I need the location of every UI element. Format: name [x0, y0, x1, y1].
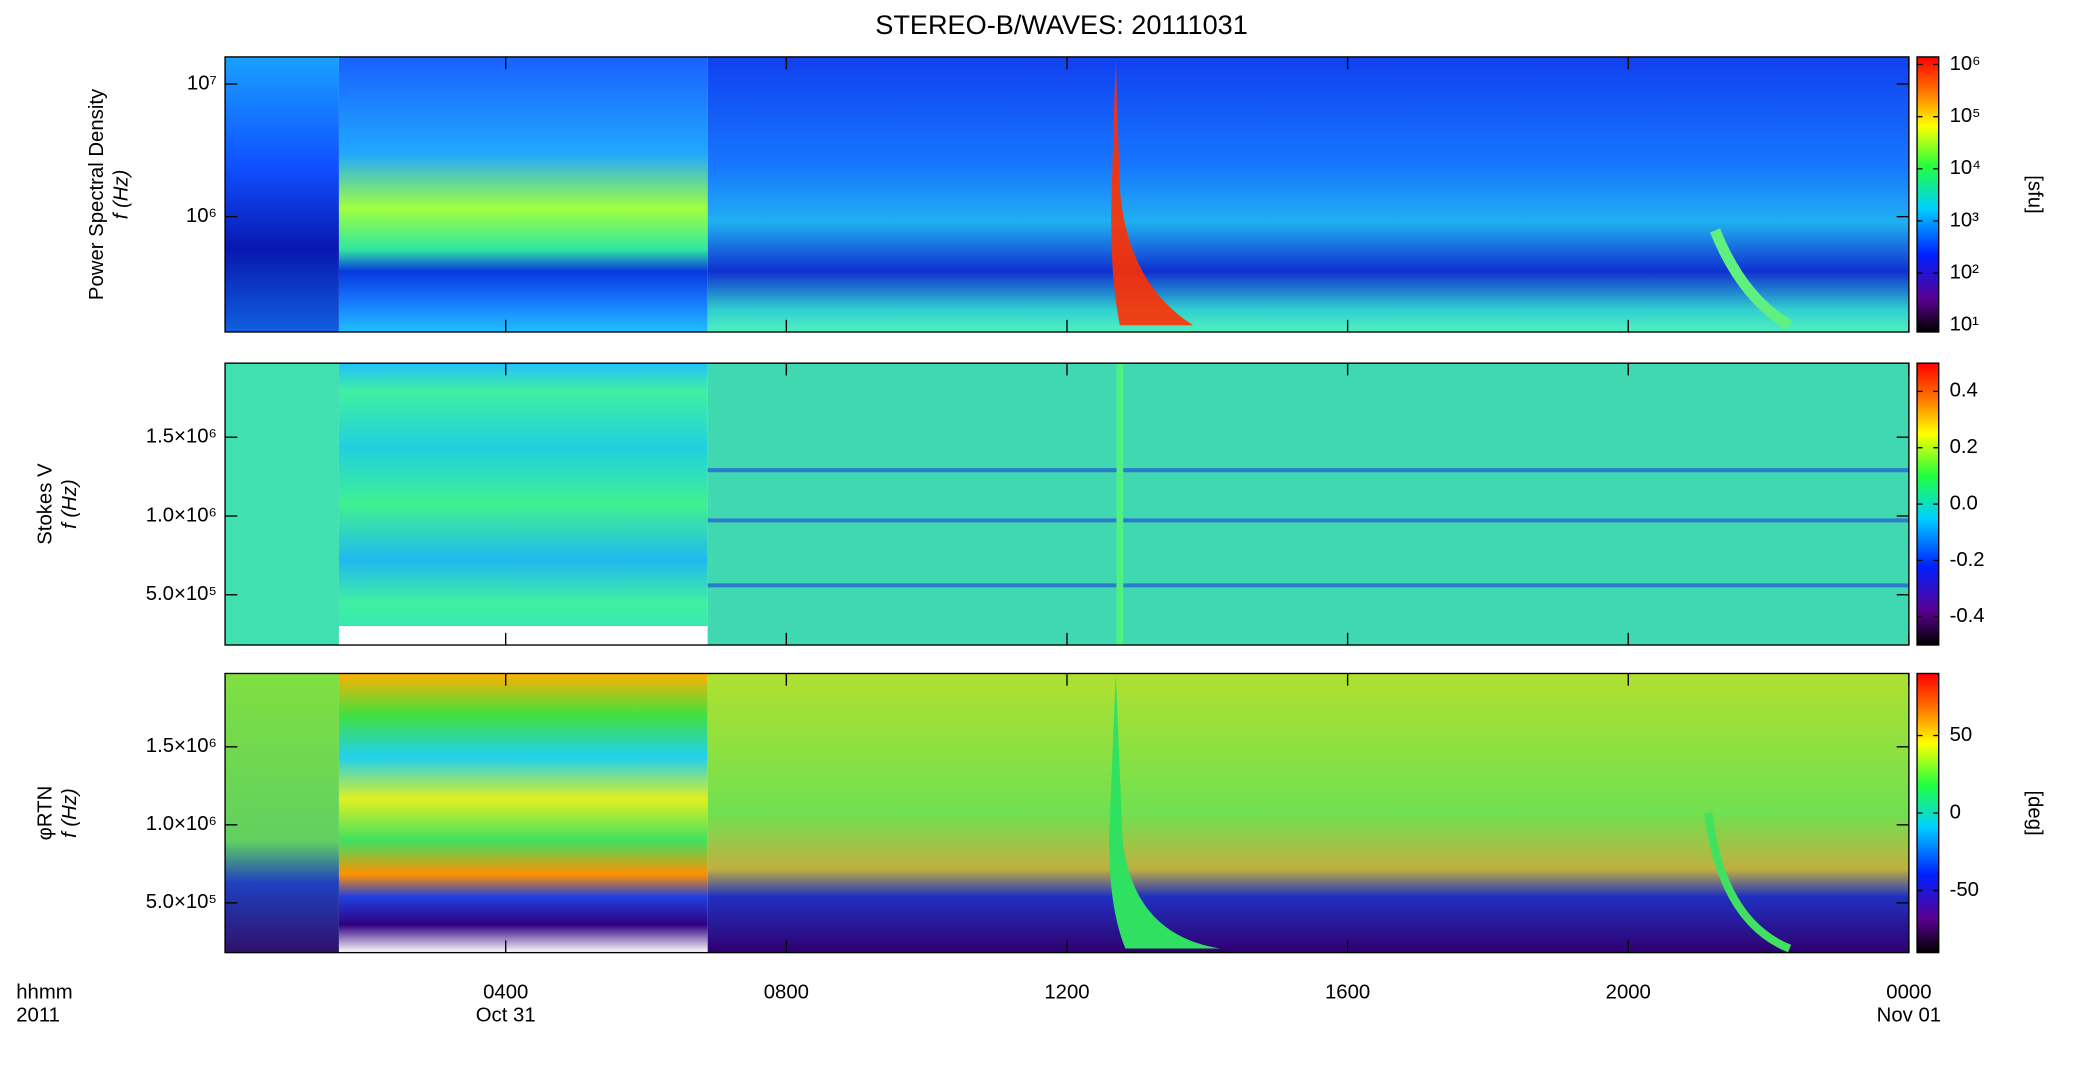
spectrogram — [338, 56, 708, 332]
y-tick-label: 5.0×10⁵ — [146, 891, 217, 913]
spectrogram-gap — [338, 626, 708, 646]
radio-burst — [1709, 228, 1793, 330]
y-tick-label: 5.0×10⁵ — [146, 583, 217, 605]
colorbar-tick-label: 10⁴ — [1950, 157, 1981, 179]
colorbar-tick-label: 10¹ — [1950, 314, 1980, 336]
x-tick-label: 0800 — [764, 982, 809, 1004]
colorbar — [1916, 56, 1940, 333]
radio-burst — [1111, 56, 1194, 326]
y-axis-label: Power Spectral Density — [86, 88, 108, 300]
x-tick-label: 2000 — [1606, 982, 1651, 1004]
spectrogram — [707, 56, 1909, 332]
spectrogram — [707, 363, 1909, 646]
colorbar-tick-label: 10⁵ — [1950, 105, 1981, 127]
y-tick-label: 1.0×10⁶ — [146, 504, 217, 526]
colorbar-tick-label: -0.4 — [1950, 605, 1985, 627]
colorbar-tick-label: -50 — [1950, 879, 1979, 901]
y-tick-label: 1.5×10⁶ — [146, 426, 217, 448]
x-tick-label: 0000 — [1886, 982, 1931, 1004]
x-tick-label: 0400 — [483, 982, 528, 1004]
spectrogram — [707, 673, 1909, 953]
colorbar-tick-label: 0.4 — [1950, 380, 1978, 402]
colorbar-tick-label: 0.0 — [1950, 492, 1978, 514]
y-tick-label: 1.0×10⁶ — [146, 813, 217, 835]
y-axis-label: Stokes V — [34, 463, 56, 545]
spectrogram — [225, 56, 339, 332]
y-tick-label: 10⁷ — [187, 72, 217, 94]
spectrogram-images — [225, 56, 1909, 953]
x-tick-date: Oct 31 — [476, 1005, 536, 1027]
x-tick-date: Nov 01 — [1877, 1005, 1941, 1027]
spectrogram — [338, 673, 708, 953]
spectrogram — [225, 363, 339, 646]
y-tick-label: 1.5×10⁶ — [146, 735, 217, 757]
chart-title: STEREO-B/WAVES: 20111031 — [875, 9, 1248, 40]
colorbar-tick-label: 0 — [1950, 801, 1961, 823]
radio-burst — [1704, 812, 1792, 953]
y-axis-label: φRTN — [34, 786, 56, 841]
bands — [707, 468, 1909, 588]
radio-burst — [1109, 673, 1221, 949]
colorbar-tick-label: 10² — [1950, 261, 1980, 283]
x-axis-year: 2011 — [16, 1005, 60, 1027]
colorbar-tick-label: 10³ — [1950, 209, 1980, 231]
colorbar-tick-label: 0.2 — [1950, 436, 1978, 458]
y-axis-label: f (Hz) — [59, 479, 81, 529]
x-tick-label: 1200 — [1044, 982, 1089, 1004]
y-tick-label: 10⁶ — [186, 205, 217, 227]
colorbar-tick-label: 50 — [1950, 724, 1973, 746]
spectrogram — [338, 363, 708, 646]
colorbar-label: [sfu] — [2023, 175, 2045, 213]
colorbar-tick-label: 10⁶ — [1950, 53, 1981, 75]
colorbar-tick-label: -0.2 — [1950, 549, 1985, 571]
colorbar-label: [deg] — [2023, 790, 2045, 835]
x-tick-label: 1600 — [1325, 982, 1370, 1004]
x-axis-label: hhmm — [16, 982, 72, 1004]
y-axis-label: f (Hz) — [59, 788, 81, 838]
y-axis-label: f (Hz) — [110, 170, 132, 220]
spectrogram — [225, 673, 339, 953]
